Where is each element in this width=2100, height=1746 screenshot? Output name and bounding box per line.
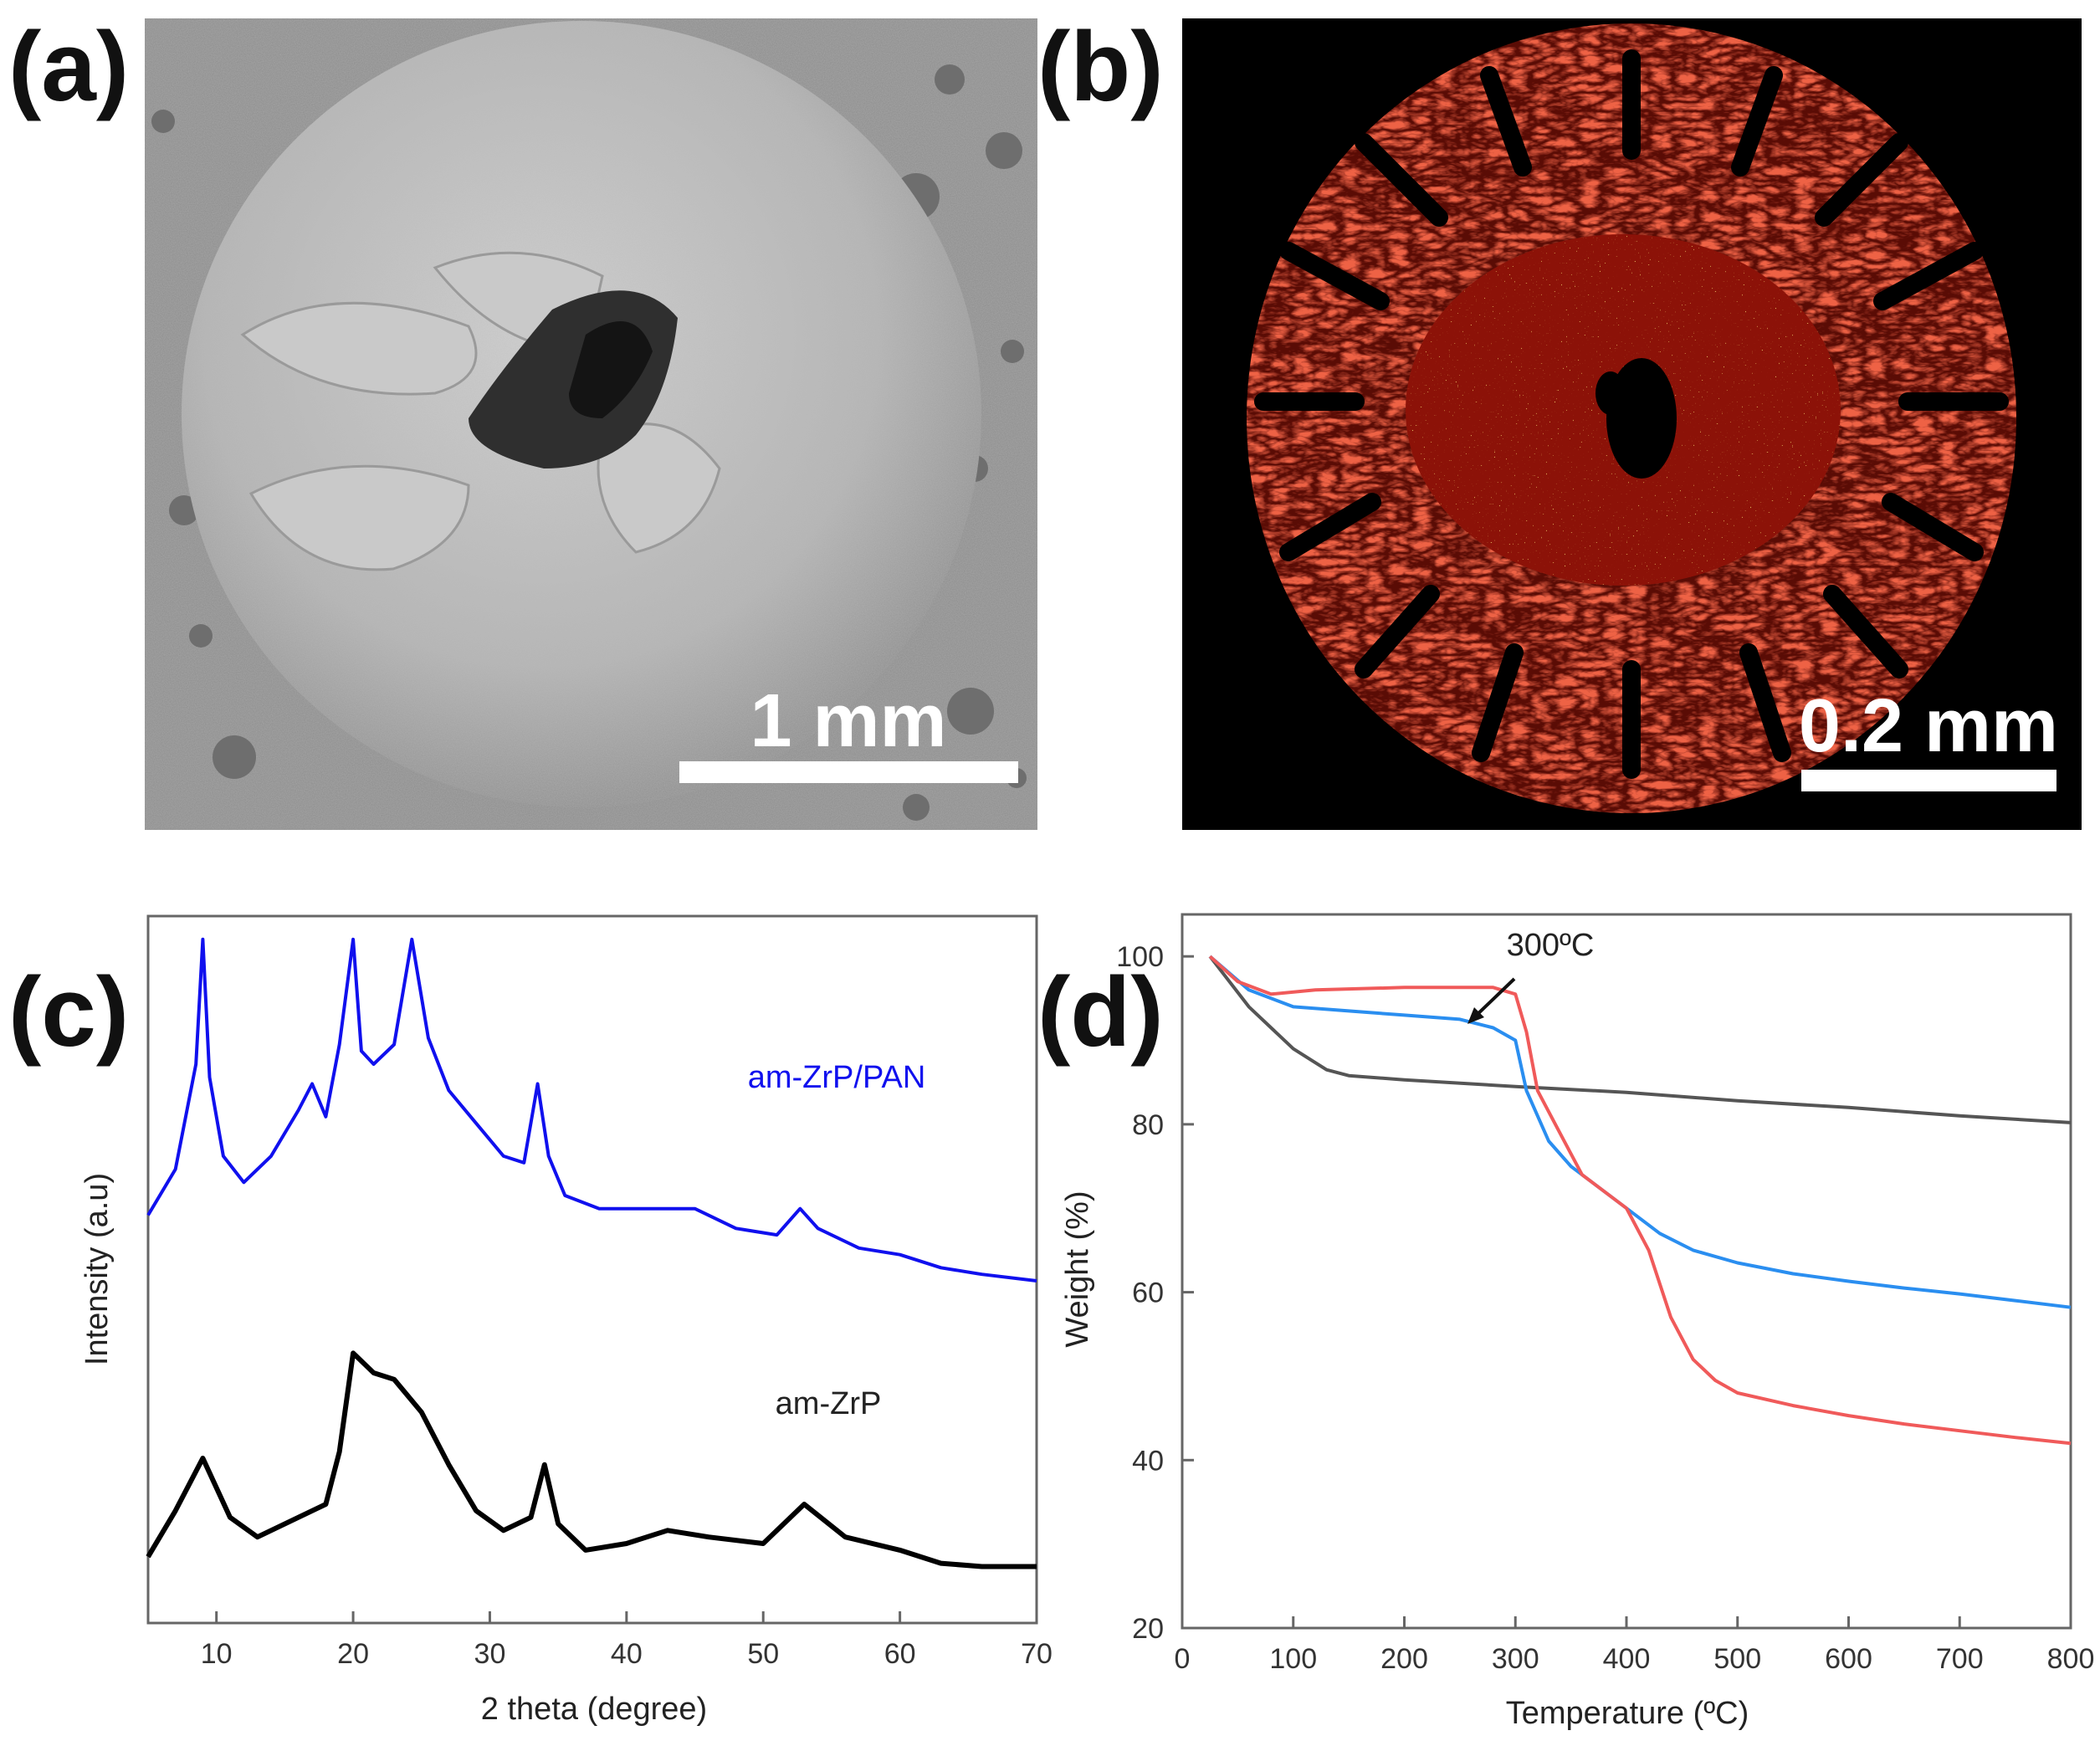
tga-x-axis-title: Temperature (ºC) — [1506, 1696, 1749, 1731]
radial-pores — [1254, 49, 2009, 779]
tga-y-ticks: 20 40 60 80 100 — [1116, 941, 1194, 1645]
xrd-series-line-am-zrp — [146, 1350, 1037, 1569]
scale-bar-label-b: 0.2 mm — [1799, 684, 2058, 768]
tga-y-axis-title: Weight (%) — [1060, 1190, 1095, 1347]
tga-x-tick-label: 100 — [1269, 1643, 1317, 1675]
tga-x-tick-label: 500 — [1713, 1643, 1761, 1675]
tga-series-line-am-zrp-pan — [1208, 955, 2072, 1309]
tga-x-tick-label: 600 — [1825, 1643, 1872, 1675]
xrd-x-tick-label: 50 — [747, 1638, 779, 1670]
xrd-y-axis-title: Intensity (a.u) — [79, 1173, 115, 1365]
panel-label-b: (b) — [1037, 12, 1164, 122]
tga-series — [1208, 955, 2072, 1446]
xrd-label-am-zrp: am-ZrP — [776, 1386, 882, 1421]
panel-d: (d) 0 100 200 300 400 500 600 700 800 20 40 60 80 10… — [1037, 913, 2095, 1731]
xrd-x-ticks: 10 20 30 40 50 60 70 — [146, 1611, 1053, 1670]
tga-y-tick-label: 60 — [1132, 1277, 1164, 1309]
panel-a: 1 mm (a) — [8, 12, 1037, 830]
xrd-label-am-zrp-pan: am-ZrP/PAN — [748, 1060, 926, 1095]
panel-label-d: (d) — [1037, 957, 1164, 1068]
tga-x-tick-label: 800 — [2047, 1643, 2095, 1675]
xrd-x-tick-label: 30 — [474, 1638, 506, 1670]
panel-label-a: (a) — [8, 12, 129, 122]
tga-annotation-arrow — [1471, 977, 1516, 1021]
xrd-x-tick-label: 10 — [201, 1638, 233, 1670]
tga-y-tick-label: 100 — [1116, 941, 1164, 973]
tga-x-tick-label: 0 — [1175, 1643, 1191, 1675]
tga-plot-frame — [1181, 913, 2072, 1630]
scale-bar-a — [679, 761, 1018, 783]
tga-y-tick-label: 20 — [1132, 1613, 1164, 1645]
tga-series-line-pan — [1208, 955, 2072, 1446]
xrd-x-axis-title: 2 theta (degree) — [481, 1692, 707, 1727]
tga-x-tick-label: 700 — [1936, 1643, 1984, 1675]
tga-y-tick-label: 80 — [1132, 1109, 1164, 1141]
xrd-x-tick-label: 20 — [337, 1638, 369, 1670]
tga-annotation-300c: 300ºC — [1507, 928, 1595, 963]
xrd-series — [146, 937, 1037, 1569]
xrd-x-tick-label: 40 — [611, 1638, 643, 1670]
xrd-x-tick-label: 60 — [884, 1638, 916, 1670]
tga-x-ticks: 0 100 200 300 400 500 600 700 800 — [1175, 1616, 2095, 1675]
tga-annotation-arrowhead — [1467, 1007, 1484, 1024]
tga-x-tick-label: 200 — [1380, 1643, 1428, 1675]
scale-bar-label-a: 1 mm — [750, 679, 946, 763]
tga-x-tick-label: 300 — [1492, 1643, 1539, 1675]
fracture-plates — [240, 251, 721, 571]
xrd-x-tick-label: 70 — [1021, 1638, 1053, 1670]
xrd-series-line-am-zrp-pan — [146, 937, 1037, 1283]
panel-b: 0.2 mm (b) — [1037, 12, 2082, 830]
panel-label-c: (c) — [8, 957, 129, 1068]
tga-x-tick-label: 400 — [1603, 1643, 1651, 1675]
xrd-plot-frame — [146, 914, 1038, 1625]
tga-y-tick-label: 40 — [1132, 1445, 1164, 1477]
tga-series-line-am-zrp — [1208, 955, 2072, 1124]
panel-c: (c) 10 20 30 40 50 60 70 2 theta (degree) Inte… — [8, 914, 1053, 1727]
scale-bar-b — [1801, 770, 2056, 791]
